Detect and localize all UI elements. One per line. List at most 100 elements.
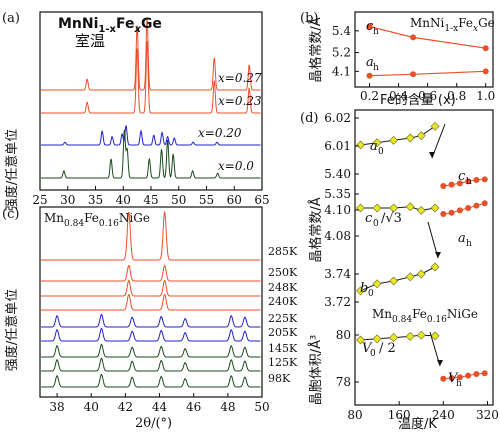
panel-a-series-label: x=0.0 — [218, 159, 254, 173]
panel-d-arrowhead — [435, 252, 441, 258]
panel-a-subtitle: 室温 — [75, 32, 105, 50]
panel-d-x-tick-label: 80 — [347, 408, 362, 422]
panel-c-series-label: 248K — [268, 281, 298, 294]
panel-d-point — [416, 269, 426, 279]
panel-c-x-tick-label: 46 — [186, 400, 201, 414]
panel-c-title: Mn0.84Fe0.16NiGe — [44, 211, 150, 229]
panel-c-series-label: 240K — [268, 295, 298, 308]
panel-b-ch-label: c — [366, 19, 374, 34]
panel-c-series-label: 98K — [268, 372, 291, 385]
panel-d-point — [465, 178, 472, 185]
panel-c-series-line — [41, 264, 261, 282]
panel-a-y-label: 强度/任意单位 — [4, 129, 20, 211]
panel-d-x-tick-label: 160 — [388, 408, 411, 422]
panel-a-x-tick-label: 25 — [32, 193, 47, 207]
panel-c-series-label: 125K — [268, 356, 298, 369]
panel-d-y-tick-label: 6.01 — [324, 139, 351, 153]
panel-d-point — [389, 276, 399, 286]
panel-d-frame — [354, 109, 494, 406]
panel-d-y-tick-label: 3.74 — [324, 267, 351, 281]
panel-d-x-tick-label: 320 — [476, 408, 499, 422]
panel-d-point — [481, 370, 488, 377]
panel-c-x-label: 2θ/(°) — [135, 416, 172, 431]
panel-c-y-label: 强度/任意单位 — [4, 289, 20, 371]
panel-c-x-tick-label: 38 — [49, 400, 64, 414]
panel-d-point — [430, 262, 440, 272]
panel-d-point — [448, 375, 455, 381]
panel-a-x-tick-label: 30 — [60, 193, 75, 207]
panel-b-x-tick-label: 0.6 — [418, 89, 437, 103]
panel-d-point — [372, 334, 382, 344]
panel-d-point — [430, 121, 440, 131]
panel-d-y-tick-label: 5.35 — [324, 187, 351, 201]
panel-b-x-label: Fe的含量 (x) — [380, 92, 456, 108]
panel-d-y-label-bottom: 晶胞体积/Å³ — [308, 335, 324, 406]
panel-d-point — [440, 375, 447, 382]
panel-d-point — [389, 333, 399, 343]
panel-d-series-label: V — [362, 341, 373, 356]
panel-c-series-label: 145K — [268, 342, 298, 355]
panel-a-x-tick-label: 50 — [171, 193, 186, 207]
panel-d-point — [456, 207, 463, 214]
panel-b-series-line — [369, 70, 486, 77]
panel-d-series-label: c — [365, 211, 373, 226]
panel-c-series-label: 205K — [268, 326, 298, 339]
panel-d-series-sub: h — [456, 379, 462, 389]
panel-c-series-label: 285K — [268, 245, 298, 258]
panel-c-label: (c) — [2, 207, 19, 222]
panel-d-inner-title: Mn0.84Fe0.16NiGe — [372, 307, 478, 325]
panel-d-point — [456, 180, 463, 187]
panel-d-arrowhead — [437, 360, 443, 366]
panel-d-series-line — [360, 266, 436, 292]
panel-a-x-tick-label: 60 — [227, 193, 242, 207]
panel-b-y-tick-label: 4.1 — [332, 64, 351, 78]
panel-d-point — [473, 371, 480, 377]
panel-a-title: MnNi1-xFexGe — [58, 16, 162, 35]
panel-b-point — [482, 45, 489, 52]
panel-d-y-label-top: 晶格常数/Å — [308, 197, 324, 262]
panel-c-series-line — [41, 373, 261, 388]
panel-b-label: (b) — [300, 11, 318, 26]
panel-c-series-label: 225K — [268, 312, 298, 325]
panel-a-plot: x=0.27 x=0.23 x=0.20 x=0.0 25 30 35 40 45 50 55 60 6… — [4, 18, 270, 211]
panel-d-point — [356, 286, 365, 296]
panel-b-title: MnNi1-xFexGe — [410, 16, 495, 34]
panel-a-series-line — [41, 125, 261, 146]
panel-a-series-label: x=0.23 — [218, 94, 262, 108]
panel-d-series-sub: 0 — [378, 147, 384, 157]
panel-b-point — [366, 23, 373, 30]
panel-b-x-tick-label: 0.2 — [360, 89, 379, 103]
panel-d-point — [481, 200, 488, 207]
panel-b-ah-sub: h — [373, 63, 379, 73]
panel-c-series-line — [41, 357, 261, 372]
panel-a-series-line — [41, 18, 261, 91]
panel-d-point — [356, 335, 365, 345]
panel-c-frame — [39, 206, 263, 398]
panel-a-x-tick-label: 40 — [116, 193, 131, 207]
panel-c-x-tick-label: 42 — [118, 400, 133, 414]
panel-d-series-label: a — [458, 231, 466, 246]
panel-c-x-tick-label: 44 — [152, 400, 168, 414]
panel-b-point — [366, 72, 373, 79]
panel-d-y-tick-label: 80 — [336, 328, 351, 342]
panel-b-point — [482, 68, 489, 75]
panel-d-point — [440, 183, 447, 189]
panel-c-series-line — [41, 279, 261, 297]
panel-d-point — [372, 138, 382, 148]
panel-d-series-sub: 0 — [373, 219, 379, 229]
panel-d-point — [389, 203, 399, 213]
panel-c-x-tick-label: 48 — [220, 400, 235, 414]
panel-d-point — [416, 330, 426, 340]
panel-d-point — [356, 203, 365, 213]
panel-d-point — [456, 374, 463, 381]
panel-b-point — [410, 34, 417, 41]
panel-d-y-tick-label: 4.08 — [324, 229, 351, 243]
panel-a-x-tick-label: 65 — [254, 193, 269, 207]
panel-d-point — [389, 135, 399, 145]
panel-b-ah-label: a — [366, 55, 374, 70]
panel-d-label: (d) — [300, 111, 318, 126]
panel-d-point — [473, 202, 480, 209]
panel-d-point — [372, 203, 382, 213]
